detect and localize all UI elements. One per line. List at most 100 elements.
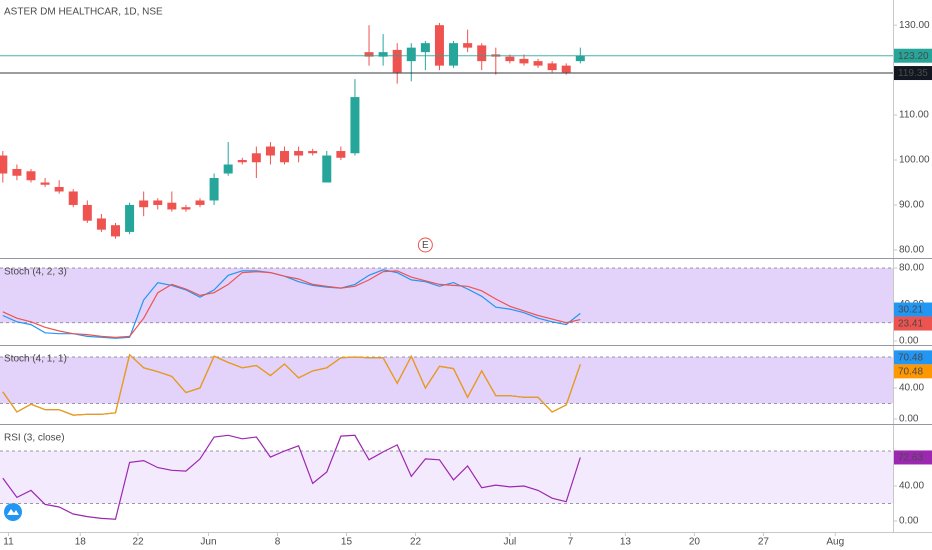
candle-body	[223, 164, 233, 174]
candle-body	[139, 200, 149, 208]
candle-body	[167, 202, 177, 210]
candle-body	[125, 204, 135, 232]
y-tick-label: 110.00	[899, 110, 929, 121]
candle-body	[364, 52, 374, 57]
price-label-box	[894, 450, 932, 465]
candle-body	[181, 207, 191, 210]
event-marker	[417, 237, 433, 253]
x-tick-label: 22	[410, 537, 422, 548]
price-label-text: 123.20	[898, 51, 929, 62]
candle-body	[26, 171, 36, 181]
series-line	[2, 434, 581, 520]
y-tick-label: 80.00	[899, 245, 924, 256]
price-label-text: 30.21	[898, 305, 923, 316]
price-label-box	[894, 302, 932, 317]
candle-body	[68, 191, 78, 205]
band	[0, 268, 893, 323]
candle-body	[265, 146, 275, 156]
candle-body	[477, 45, 487, 62]
price-label-box	[894, 350, 932, 365]
pane-title: Stoch (4, 1, 1)	[4, 354, 67, 365]
price-label-text: 70.48	[898, 367, 923, 378]
price-label: 30.21	[894, 302, 932, 317]
x-tick-label: 18	[75, 537, 87, 548]
candle-body	[110, 225, 120, 237]
candle-body	[251, 153, 261, 163]
candle-body	[378, 52, 388, 57]
candle-body	[209, 177, 219, 201]
band	[0, 451, 893, 504]
candle-body	[463, 43, 473, 48]
candle-body	[40, 182, 50, 185]
x-tick-label: 20	[689, 537, 701, 548]
y-tick-label: 40.00	[899, 481, 924, 492]
x-tick-label: 7	[568, 537, 574, 548]
candle-body	[54, 186, 64, 192]
x-tick-label: 27	[758, 537, 770, 548]
price-label: 119.35	[894, 66, 932, 81]
x-tick-label: 11	[3, 537, 14, 548]
candle-body	[0, 155, 8, 174]
y-tick-label: 40.00	[899, 383, 924, 394]
price-label-box	[894, 364, 932, 379]
candle-body	[322, 155, 332, 183]
price-label-text: 119.35	[898, 68, 928, 79]
price-label: 70.48	[894, 364, 932, 379]
price-label: 23.41	[894, 316, 932, 331]
price-label: 123.20	[894, 48, 932, 63]
y-tick-label: 0.00	[899, 516, 919, 527]
candle-body	[336, 151, 346, 158]
price-label: 70.48	[894, 350, 932, 365]
y-tick-label: 130.00	[899, 20, 930, 31]
y-tick-label: 100.00	[899, 155, 930, 166]
x-tick-label: Jun	[200, 537, 216, 548]
x-tick-label: 13	[620, 537, 632, 548]
price-label-box	[894, 316, 932, 331]
y-tick-label: 80.00	[899, 263, 924, 274]
series-line	[2, 353, 581, 416]
candle-body	[392, 49, 402, 73]
candle-body	[350, 97, 360, 154]
price-label-text: 70.48	[898, 353, 923, 364]
candle-body	[505, 56, 515, 62]
candle-body	[280, 151, 290, 163]
candle-body	[434, 25, 444, 66]
y-tick-label: 90.00	[899, 200, 924, 211]
candle-body	[406, 47, 416, 62]
chart-title: ASTER DM HEALTHCAR, 1D, NSE	[4, 7, 163, 18]
y-tick-label: 0.00	[899, 336, 919, 347]
event-label: E	[422, 240, 429, 251]
candle-body	[96, 218, 106, 230]
candle-body	[153, 200, 163, 205]
x-tick-label: 8	[275, 537, 281, 548]
candle-body	[237, 160, 247, 163]
x-tick-label: Aug	[826, 537, 844, 548]
candle-body	[519, 58, 529, 64]
candle-body	[82, 204, 92, 221]
candle-body	[308, 151, 318, 154]
candle-body	[547, 63, 557, 71]
band	[0, 356, 893, 404]
x-tick-label: Jul	[503, 537, 516, 548]
candle-body	[533, 61, 543, 66]
y-tick-label: 0.00	[899, 414, 919, 425]
logo	[4, 503, 22, 521]
candle-body	[294, 151, 304, 156]
pane-title: RSI (3, close)	[4, 433, 65, 444]
price-label-text: 72.63	[898, 453, 923, 464]
x-tick-label: 15	[341, 537, 353, 548]
series-line	[2, 269, 581, 339]
candle-body	[195, 200, 205, 205]
price-label-box	[894, 66, 932, 81]
candle-body	[420, 43, 430, 53]
pane-title: Stoch (4, 2, 3)	[4, 267, 67, 278]
price-label-box	[894, 48, 932, 63]
price-label: 72.63	[894, 450, 932, 465]
series-line	[2, 270, 581, 338]
candle-body	[575, 55, 585, 62]
candle-body	[12, 169, 22, 176]
candle-body	[449, 43, 459, 66]
candle-body	[561, 65, 571, 73]
